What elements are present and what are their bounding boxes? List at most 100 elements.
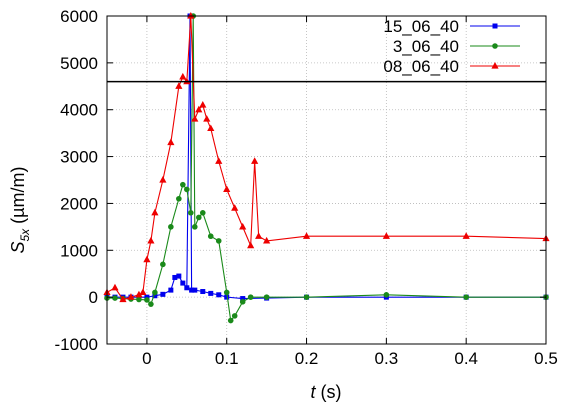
data-point (251, 157, 259, 164)
data-point (147, 236, 155, 244)
data-point (491, 62, 499, 69)
data-point (216, 292, 222, 298)
data-point (168, 287, 174, 293)
data-point (207, 233, 214, 240)
data-point (215, 157, 223, 164)
series-3_06_40 (104, 13, 549, 324)
data-point (303, 294, 310, 300)
data-point (492, 43, 498, 49)
y-tick-label: 4000 (60, 101, 98, 120)
data-point (148, 301, 154, 307)
y-axis-label-sub: 5x (18, 228, 32, 242)
data-point (180, 280, 186, 286)
data-point (188, 210, 194, 216)
data-point (223, 185, 231, 192)
data-point (176, 195, 182, 202)
x-axis-label-var: t (310, 382, 316, 402)
data-point (208, 290, 214, 296)
data-point (111, 283, 119, 291)
data-point (172, 274, 178, 280)
x-tick-label: 0.3 (375, 349, 399, 368)
grid-layer (107, 15, 547, 345)
data-point (492, 23, 498, 29)
data-point (160, 291, 166, 297)
data-point (159, 176, 167, 183)
data-point (263, 236, 271, 244)
data-point (240, 296, 246, 302)
data-point (382, 232, 390, 239)
series-15_06_40 (104, 13, 549, 302)
data-point (203, 115, 211, 122)
data-point (176, 273, 182, 279)
x-tick-label: 0.2 (295, 349, 319, 368)
data-point (175, 82, 183, 89)
data-point (192, 224, 198, 230)
y-tick-label: -1000 (55, 335, 98, 354)
data-point (187, 12, 195, 19)
ticks-layer: 0 0.1 0.2 0.3 0.4 0.5 -1000 0 1000 2000 3000 4000 50… (55, 7, 558, 368)
y-tick-label: 5000 (60, 54, 98, 73)
data-point (195, 214, 202, 221)
data-point (168, 224, 174, 230)
data-point (200, 289, 206, 295)
x-axis-label-unit: (s) (316, 382, 342, 402)
data-point (112, 295, 118, 301)
x-tick-label: 0 (142, 349, 151, 368)
data-point (179, 72, 187, 80)
x-tick-label: 0.1 (215, 349, 239, 368)
data-point (227, 317, 234, 324)
series-08_06_40 (103, 12, 550, 303)
plot-frame (106, 15, 547, 345)
data-point (199, 210, 206, 216)
x-tick-label: 0.5 (534, 349, 558, 368)
data-point (239, 222, 247, 230)
data-point (152, 293, 158, 299)
data-point (151, 208, 159, 216)
data-point (184, 186, 190, 193)
data-point (184, 285, 190, 291)
series-line (107, 15, 546, 322)
data-point (302, 232, 311, 239)
data-point (152, 289, 158, 296)
data-point (189, 287, 195, 293)
series-line (107, 15, 546, 300)
data-point (167, 138, 175, 146)
y-axis-label: S5x (µm/m) (8, 166, 32, 253)
data-point (136, 296, 142, 303)
data-point (119, 295, 127, 303)
x-tick-label: 0.4 (454, 349, 478, 368)
data-point (231, 313, 238, 319)
data-point (462, 232, 470, 239)
data-point (192, 287, 198, 293)
data-point (207, 124, 215, 132)
data-point (263, 294, 270, 300)
y-tick-label: 3000 (60, 148, 98, 167)
data-point (199, 101, 207, 108)
data-point (139, 288, 147, 296)
series-layer (103, 12, 550, 324)
y-axis-label-var: S (8, 242, 28, 254)
data-point (191, 115, 199, 122)
data-point (463, 294, 469, 300)
data-point (224, 294, 230, 300)
legend-label: 08_06_40 (383, 57, 459, 76)
y-axis-label-unit: (µm/m) (8, 166, 28, 228)
x-axis-label: t (s) (310, 382, 341, 402)
data-point (231, 204, 239, 211)
y-tick-label: 0 (89, 288, 98, 307)
data-point (239, 299, 246, 305)
data-point (144, 297, 150, 303)
data-point (180, 181, 186, 188)
data-point (247, 294, 254, 300)
data-point (247, 241, 255, 249)
data-point (135, 290, 143, 298)
data-point (383, 292, 390, 298)
data-point (160, 261, 166, 268)
data-point (215, 238, 222, 244)
y-tick-label: 1000 (60, 241, 98, 260)
data-point (255, 232, 263, 239)
data-point (143, 255, 151, 263)
